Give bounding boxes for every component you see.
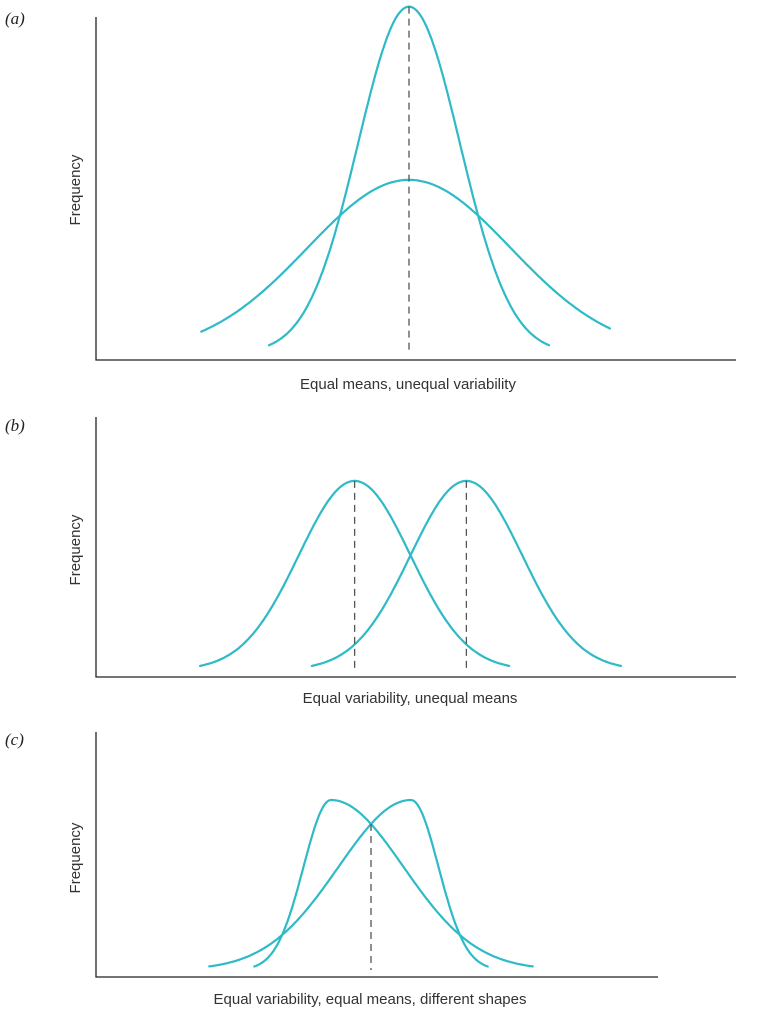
- panel-c: (c) Frequency Equal variability, equal m…: [5, 730, 658, 1008]
- x-axis-label-b: Equal variability, unequal means: [303, 690, 518, 707]
- panel-b: (b) Frequency Equal variability, unequal…: [5, 416, 736, 707]
- y-axis-label-a: Frequency: [67, 154, 84, 225]
- distribution-curve-1: [253, 798, 534, 968]
- axes-b: [95, 417, 736, 678]
- panel-a: (a) Frequency Equal means, unequal varia…: [5, 5, 736, 393]
- distribution-curve-1: [198, 479, 511, 667]
- x-axis-label-c: Equal variability, equal means, differen…: [214, 991, 527, 1008]
- x-axis-label-a: Equal means, unequal variability: [300, 376, 516, 393]
- distribution-curve-2: [310, 479, 623, 667]
- axes-c: [95, 732, 658, 978]
- distribution-curve-2: [208, 798, 489, 968]
- axes-a: [95, 17, 736, 361]
- y-axis-label-c: Frequency: [67, 822, 84, 893]
- distribution-curve-1: [267, 5, 551, 347]
- panel-label-a: (a): [5, 9, 25, 28]
- y-axis-label-b: Frequency: [67, 514, 84, 585]
- distribution-curve-2: [200, 178, 612, 333]
- panel-label-c: (c): [5, 730, 24, 749]
- panel-label-b: (b): [5, 416, 25, 435]
